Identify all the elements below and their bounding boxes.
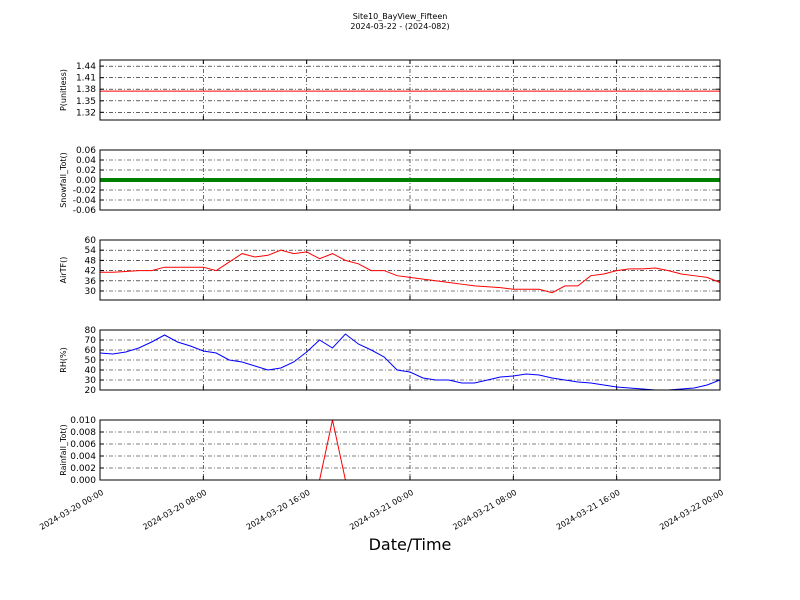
y-tick-label: 40 <box>85 366 97 376</box>
y-tick-label: 0.02 <box>76 166 96 176</box>
y-tick-label: -0.02 <box>73 186 96 196</box>
y-tick-label: 54 <box>85 246 97 256</box>
y-tick-label: 50 <box>85 356 97 366</box>
y-tick-label: 0.002 <box>70 464 96 474</box>
y-tick-label: 0.010 <box>70 416 96 426</box>
y-axis-label: Rainfall_Tot() <box>59 424 68 476</box>
y-tick-label: 1.44 <box>76 62 96 72</box>
y-tick-label: 0.006 <box>70 440 96 450</box>
y-tick-label: 48 <box>85 256 97 266</box>
y-tick-label: 42 <box>85 267 96 277</box>
y-axis-label: AirTF() <box>59 257 68 284</box>
y-tick-label: 60 <box>85 236 97 246</box>
y-axis-label: Snowfall_Tot() <box>59 152 68 208</box>
y-tick-label: -0.04 <box>73 196 97 206</box>
y-tick-label: 70 <box>85 336 97 346</box>
plot-frame <box>99 329 721 391</box>
y-tick-label: 1.35 <box>76 97 96 107</box>
data-line <box>99 333 721 391</box>
plot-frame <box>99 419 721 481</box>
y-axis-label: P(unitless) <box>59 69 68 111</box>
y-tick-label: 0.000 <box>70 476 96 486</box>
y-axis-label: RH(%) <box>59 347 68 372</box>
y-tick-label: 36 <box>85 277 97 287</box>
y-tick-label: 60 <box>85 346 97 356</box>
y-tick-label: -0.06 <box>73 206 97 216</box>
y-tick-label: 80 <box>85 326 97 336</box>
figure-title: Site10_BayView_Fifteen <box>353 12 448 21</box>
y-tick-label: 0.06 <box>76 146 96 156</box>
y-tick-label: 20 <box>85 386 97 396</box>
plot-frame <box>99 149 721 211</box>
y-tick-label: 0.008 <box>70 428 96 438</box>
y-tick-label: 0.00 <box>76 176 96 186</box>
y-tick-label: 30 <box>85 376 97 386</box>
data-line <box>100 249 721 294</box>
plot-frame <box>99 239 721 301</box>
y-tick-label: 1.41 <box>76 74 96 84</box>
y-tick-label: 1.38 <box>76 85 96 95</box>
figure-subtitle: 2024-03-22 - (2024-082) <box>350 22 449 31</box>
y-tick-label: 0.004 <box>70 452 96 462</box>
x-axis-label: Date/Time <box>369 535 452 554</box>
y-tick-label: 1.32 <box>76 108 96 118</box>
y-tick-label: 30 <box>85 287 97 297</box>
y-tick-label: 0.04 <box>76 156 96 166</box>
plot-frame <box>99 59 721 121</box>
